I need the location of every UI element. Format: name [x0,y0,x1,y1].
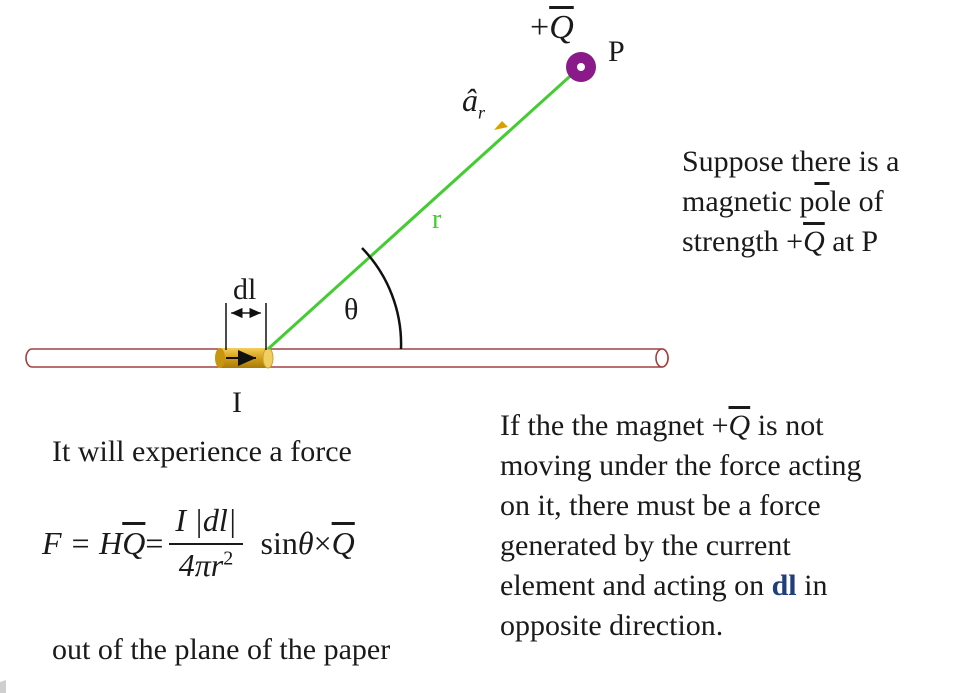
suppose-line-2: magnetic pole of [682,185,884,218]
angle-label: θ [344,293,359,326]
suppose-line-1: Suppose there is a [682,145,900,178]
distance-label: r [432,204,442,235]
wire [25,348,669,368]
formula-fraction: I |dl| 4πr2 [169,502,243,584]
distance-line [266,67,580,351]
corner-artifact [0,680,6,693]
magnetic-pole [566,52,596,82]
angle-arc [361,247,403,350]
explanation-line-2: moving under the force acting [500,449,862,482]
out-of-plane-text: out of the plane of the paper [52,633,391,666]
explanation-line-3: on it, there must be a force [500,489,821,522]
explanation-line-4: generated by the current [500,529,791,562]
point-label: P [608,35,625,68]
suppose-paragraph: Suppose there is a magnetic pole of stre… [682,142,899,262]
current-element [215,347,274,369]
charge-label: +Q [530,9,574,46]
explanation-line-1: If the the magnet +Q is not [500,409,824,442]
explanation-paragraph: If the the magnet +Q is not moving under… [500,406,862,646]
current-label: I [232,386,242,419]
suppose-line-3: strength +Q at P [682,225,879,258]
unit-vector-arrowhead [494,121,508,130]
dl-dimension [225,303,267,350]
explanation-line-5: element and acting on dl in [500,569,828,602]
element-label: dl [233,273,257,306]
experience-text: It will experience a force [52,435,352,468]
explanation-line-6: opposite direction. [500,609,724,642]
unit-vector-label: âr [462,82,486,123]
